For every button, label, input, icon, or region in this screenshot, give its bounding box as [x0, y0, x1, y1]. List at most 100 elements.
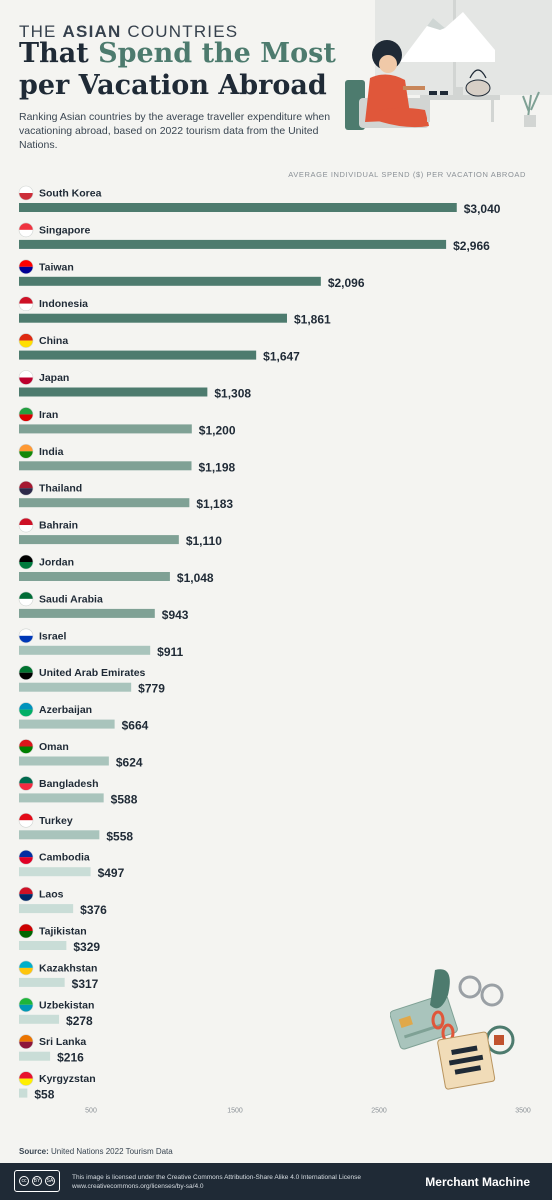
- country-label: Bahrain: [39, 520, 78, 532]
- title-part-1: That: [19, 38, 89, 69]
- brand-logo: Merchant Machine: [425, 1175, 530, 1189]
- country-label: Iran: [39, 409, 58, 421]
- bar: [19, 350, 257, 360]
- flag-outline: [18, 517, 34, 533]
- value-label: $2,966: [453, 239, 490, 253]
- title-accent: Spend the Most: [98, 38, 336, 69]
- uzbekistan-flag-icon: [19, 997, 33, 1012]
- bangladesh-flag-icon: [19, 776, 33, 791]
- traveller-illustration: [345, 0, 552, 130]
- country-label: Jordan: [39, 557, 74, 569]
- bar: [19, 1088, 28, 1098]
- tajikistan-flag-icon: [19, 924, 33, 938]
- country-label: Kyrgyzstan: [39, 1073, 96, 1085]
- flag-outline: [18, 1034, 34, 1050]
- saudi-arabia-flag-icon: [19, 591, 33, 606]
- country-label: Oman: [39, 741, 69, 753]
- bar: [19, 682, 132, 692]
- country-label: Kazakhstan: [39, 962, 97, 974]
- country-label: Singapore: [39, 224, 91, 236]
- country-label: Tajikistan: [39, 926, 87, 938]
- bar: [19, 977, 65, 987]
- bar: [19, 645, 151, 655]
- country-label: United Arab Emirates: [39, 667, 146, 679]
- country-label: Laos: [39, 889, 64, 901]
- bar: [19, 424, 192, 434]
- iran-flag-icon: [19, 407, 33, 422]
- bar: [19, 608, 155, 618]
- thailand-flag-icon: [19, 481, 33, 496]
- travel-items-illustration: [390, 969, 515, 1090]
- flag-outline: [18, 591, 34, 607]
- country-label: Saudi Arabia: [39, 593, 103, 605]
- bar: [19, 461, 192, 471]
- value-label: $1,200: [199, 423, 236, 437]
- flag-outline: [18, 1071, 34, 1086]
- value-label: $1,647: [263, 350, 300, 364]
- value-label: $664: [122, 719, 149, 733]
- country-label: Azerbaijan: [39, 704, 92, 716]
- x-tick-label: 1500: [227, 1108, 243, 1115]
- flag-outline: [18, 997, 34, 1013]
- flag-outline: [18, 407, 34, 422]
- south-korea-flag-icon: [19, 186, 33, 200]
- flag-outline: [18, 849, 34, 865]
- value-label: $588: [111, 792, 138, 806]
- flag-outline: [18, 886, 34, 902]
- value-label: $911: [157, 645, 183, 659]
- value-label: $376: [80, 903, 107, 917]
- flag-outline: [18, 222, 34, 238]
- country-label: Sri Lanka: [39, 1036, 86, 1048]
- bar: [19, 793, 104, 803]
- flag-outline: [18, 665, 34, 681]
- bar: [19, 941, 67, 950]
- license-link[interactable]: www.creativecommons.org/licenses/by-sa/4…: [72, 1183, 204, 1190]
- bar: [19, 572, 170, 581]
- flag-outline: [18, 739, 34, 754]
- x-axis-title: AVERAGE INDIVIDUAL SPEND ($) PER VACATIO…: [288, 170, 526, 179]
- value-label: $624: [116, 756, 143, 770]
- bar-chart: South Korea $3,040 Singapore $2,966 Taiwan $2…: [18, 185, 531, 1115]
- value-label: $497: [98, 866, 125, 880]
- value-label: $1,110: [186, 534, 222, 548]
- india-flag-icon: [19, 444, 33, 459]
- kazakhstan-flag-icon: [19, 960, 33, 975]
- country-label: Israel: [39, 630, 67, 642]
- uae-flag-icon: [19, 665, 33, 680]
- indonesia-flag-icon: [19, 296, 33, 311]
- bar: [19, 276, 321, 286]
- value-label: $278: [66, 1014, 93, 1028]
- flag-outline: [18, 480, 34, 496]
- flag-outline: [18, 333, 34, 348]
- country-label: Cambodia: [39, 852, 90, 864]
- value-label: $558: [106, 829, 133, 843]
- country-label: Uzbekistan: [39, 999, 94, 1011]
- china-flag-icon: [19, 333, 33, 348]
- bar: [19, 498, 190, 508]
- flag-outline: [18, 960, 34, 976]
- footer-bar: cc BY SA This image is licensed under th…: [0, 1163, 552, 1200]
- bar: [19, 719, 115, 729]
- value-label: $943: [162, 608, 189, 622]
- bar: [19, 1014, 60, 1024]
- flag-outline: [18, 628, 34, 644]
- value-label: $317: [72, 977, 99, 991]
- japan-flag-icon: [19, 370, 33, 385]
- value-label: $3,040: [464, 202, 501, 216]
- value-label: $329: [73, 940, 100, 954]
- bar: [19, 313, 287, 323]
- flag-outline: [18, 259, 34, 275]
- title-line-2: per Vacation Abroad: [19, 70, 327, 101]
- value-label: $216: [57, 1051, 84, 1065]
- country-label: South Korea: [39, 188, 102, 200]
- value-label: $1,861: [294, 313, 331, 327]
- azerbaijan-flag-icon: [19, 702, 33, 717]
- x-tick-label: 2500: [371, 1108, 387, 1115]
- page-title: That Spend the Most per Vacation Abroad: [19, 38, 349, 102]
- value-label: $58: [34, 1088, 54, 1102]
- flag-outline: [18, 185, 34, 201]
- country-label: Bangladesh: [39, 778, 99, 790]
- flag-outline: [18, 296, 34, 311]
- subtitle: Ranking Asian countries by the average t…: [19, 111, 331, 151]
- value-label: $2,096: [328, 276, 365, 290]
